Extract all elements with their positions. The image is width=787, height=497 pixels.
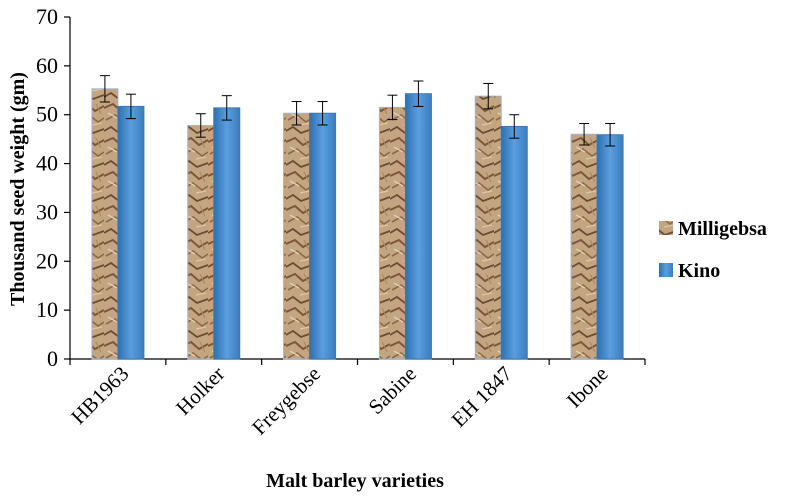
bar-kino <box>309 112 337 360</box>
x-tick-label: Sabine <box>364 362 421 419</box>
bar-milligebsa <box>570 133 598 360</box>
bar-kino <box>500 125 528 360</box>
bar-milligebsa <box>91 88 119 360</box>
legend-label-kino: Kino <box>678 260 720 282</box>
legend: Milligebsa Kino <box>659 218 767 282</box>
y-tick-label: 50 <box>36 102 58 127</box>
bar-kino <box>404 93 432 360</box>
bars-group <box>91 88 624 360</box>
bar-kino <box>117 105 145 360</box>
x-tick-label: EH 1847 <box>447 362 517 432</box>
y-tick-label: 60 <box>36 53 58 78</box>
legend-swatch-kino <box>659 263 673 277</box>
x-tick-label: HB1963 <box>66 362 133 429</box>
x-tick-label: Ibone <box>562 362 613 413</box>
legend-swatch-milligebsa <box>659 221 673 235</box>
x-axis: HB1963 Holker Freygebse Sabine EH 1847 Ibone <box>66 358 646 440</box>
y-tick-label: 0 <box>47 346 58 371</box>
error-bars-group <box>99 75 616 147</box>
y-tick-label: 40 <box>36 151 58 176</box>
x-tick-label: Freygebse <box>247 362 325 440</box>
bar-kino <box>213 107 241 360</box>
legend-label-milligebsa: Milligebsa <box>678 218 767 240</box>
y-tick-label: 70 <box>36 4 58 29</box>
bar-milligebsa <box>283 112 311 360</box>
bar-milligebsa <box>378 106 406 360</box>
bar-kino <box>596 134 624 360</box>
bar-milligebsa <box>187 124 215 360</box>
y-tick-label: 10 <box>36 297 58 322</box>
y-axis: 0 10 20 30 40 50 60 70 <box>36 4 71 371</box>
x-tick-label: Holker <box>171 362 229 420</box>
y-tick-label: 30 <box>36 199 58 224</box>
y-axis-title: Thousand seed weight (gm) <box>7 72 29 306</box>
x-axis-title: Malt barley varieties <box>266 470 444 492</box>
bar-milligebsa <box>474 95 502 360</box>
y-tick-label: 20 <box>36 248 58 273</box>
